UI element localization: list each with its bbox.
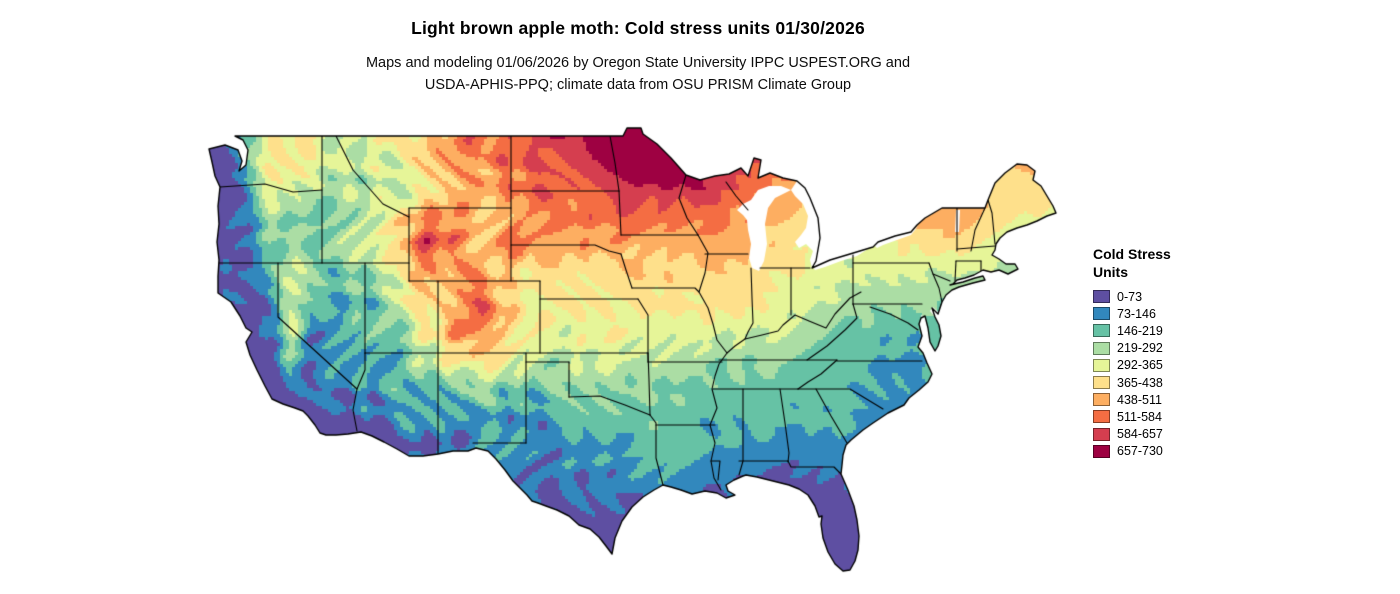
legend-swatch bbox=[1093, 290, 1110, 304]
map-header: Light brown apple moth: Cold stress unit… bbox=[0, 18, 1276, 97]
legend-item: 146-219 bbox=[1093, 322, 1213, 339]
legend-label: 438-511 bbox=[1117, 392, 1162, 407]
legend-item: 292-365 bbox=[1093, 357, 1213, 374]
legend-swatch bbox=[1093, 393, 1110, 407]
legend-label: 0-73 bbox=[1117, 289, 1143, 304]
legend-label: 146-219 bbox=[1117, 323, 1163, 338]
legend-item: 511-584 bbox=[1093, 408, 1213, 425]
legend-label: 219-292 bbox=[1117, 341, 1163, 356]
page-title: Light brown apple moth: Cold stress unit… bbox=[411, 18, 865, 38]
legend-swatch bbox=[1093, 358, 1110, 372]
legend-label: 292-365 bbox=[1117, 358, 1163, 373]
legend-item: 73-146 bbox=[1093, 305, 1213, 322]
legend-item: 438-511 bbox=[1093, 391, 1213, 408]
legend-swatch bbox=[1093, 444, 1110, 458]
subtitle-line-1: Maps and modeling 01/06/2026 by Oregon S… bbox=[365, 55, 911, 71]
legend-label: 365-438 bbox=[1117, 375, 1163, 390]
us-cold-stress-map bbox=[205, 118, 1070, 585]
legend-swatch bbox=[1093, 307, 1110, 321]
legend-label: 657-730 bbox=[1117, 444, 1163, 459]
map-legend: Cold Stress Units 0-73 73-146 146-219 219-2… bbox=[1093, 246, 1213, 460]
map-subtitle: Maps and modeling 01/06/2026 by Oregon S… bbox=[0, 52, 1276, 97]
legend-swatch bbox=[1093, 410, 1110, 424]
legend-swatch bbox=[1093, 376, 1110, 390]
legend-swatch bbox=[1093, 341, 1110, 355]
legend-item: 219-292 bbox=[1093, 340, 1213, 357]
legend-label: 73-146 bbox=[1117, 306, 1156, 321]
map-figure bbox=[205, 118, 1070, 585]
legend-title: Cold Stress Units bbox=[1093, 246, 1171, 280]
legend-rows: 0-73 73-146 146-219 219-292 292-365 365-438 43… bbox=[1093, 288, 1213, 460]
legend-item: 657-730 bbox=[1093, 443, 1213, 460]
legend-item: 584-657 bbox=[1093, 426, 1213, 443]
legend-swatch bbox=[1093, 324, 1110, 338]
legend-label: 511-584 bbox=[1117, 409, 1162, 424]
legend-label: 584-657 bbox=[1117, 427, 1163, 442]
subtitle-line-2: USDA-APHIS-PPQ; climate data from OSU PR… bbox=[424, 77, 852, 94]
legend-item: 0-73 bbox=[1093, 288, 1213, 305]
legend-item: 365-438 bbox=[1093, 374, 1213, 391]
legend-swatch bbox=[1093, 427, 1110, 441]
